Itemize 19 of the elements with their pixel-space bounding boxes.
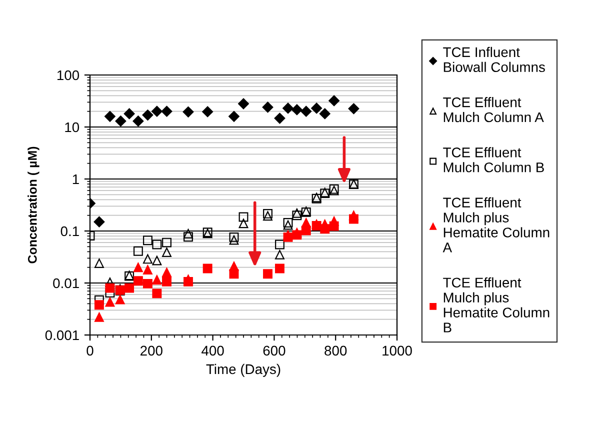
legend-label: TCE Effluent Mulch plus Hematite Column A <box>442 197 550 252</box>
y-tick-label: 0.001 <box>45 330 79 340</box>
y-tick-label: 1 <box>72 174 79 184</box>
x-tick-label: 1000 <box>382 346 412 356</box>
x-tick-label: 200 <box>140 346 162 356</box>
legend-label: TCE Influent Biowall Columns <box>443 46 545 72</box>
legend-label: TCE Effluent Mulch plus Hematite Column B <box>443 277 550 332</box>
y-axis-title: Concentration ( µM) <box>28 146 40 264</box>
x-tick-label: 0 <box>86 346 94 356</box>
y-tick-label: 100 <box>57 70 80 80</box>
legend-label: TCE Effluent Mulch Column A <box>443 97 544 122</box>
y-tick-label: 0.01 <box>53 278 79 288</box>
x-axis-title: Time (Days) <box>206 364 280 377</box>
x-tick-label: 800 <box>324 346 347 356</box>
y-tick-label: 0.1 <box>60 226 79 236</box>
x-tick-label: 400 <box>202 346 224 356</box>
x-tick-label: 600 <box>263 346 286 356</box>
y-tick-label: 10 <box>65 122 80 132</box>
legend-label: TCE Effluent Mulch Column B <box>443 147 544 172</box>
